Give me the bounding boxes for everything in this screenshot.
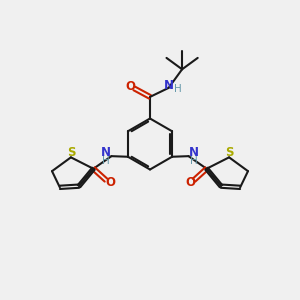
Text: H: H bbox=[174, 83, 182, 94]
Text: O: O bbox=[105, 176, 115, 189]
Text: N: N bbox=[189, 146, 199, 159]
Text: O: O bbox=[125, 80, 136, 93]
Text: N: N bbox=[164, 79, 174, 92]
Text: S: S bbox=[225, 146, 233, 159]
Text: O: O bbox=[185, 176, 195, 189]
Text: H: H bbox=[190, 156, 198, 166]
Text: H: H bbox=[102, 156, 110, 166]
Text: S: S bbox=[67, 146, 75, 159]
Text: N: N bbox=[101, 146, 111, 159]
